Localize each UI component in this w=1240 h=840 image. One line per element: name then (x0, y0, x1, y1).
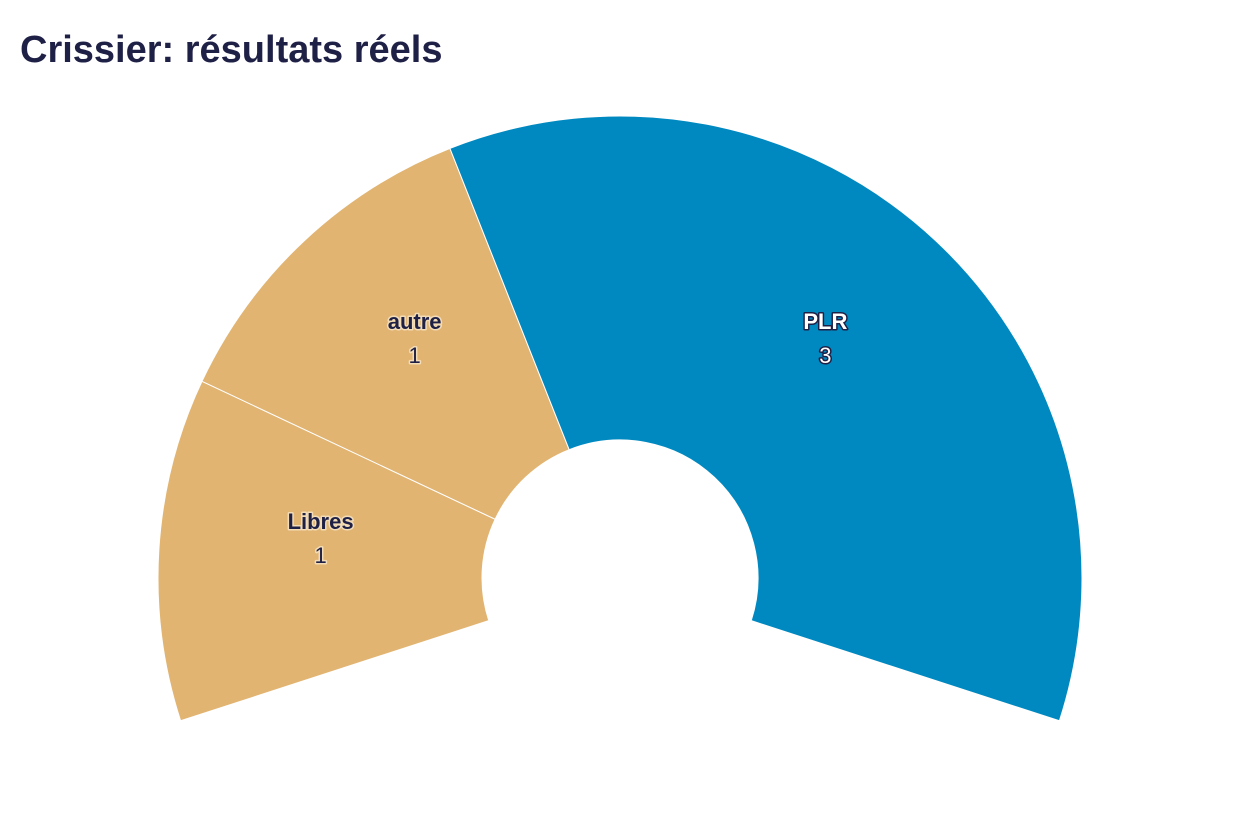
chart-title: Crissier: résultats réels (20, 29, 442, 71)
slice-label: PLR (803, 309, 847, 334)
pie-slice (201, 147, 570, 520)
slice-value: 1 (409, 343, 421, 368)
slice-value: 3 (819, 343, 831, 368)
slice-label: Libres (288, 509, 354, 534)
pie-slice (449, 115, 1083, 722)
pie-slice (157, 380, 496, 722)
slice-value: 1 (314, 543, 326, 568)
slice-label: autre (388, 309, 442, 334)
